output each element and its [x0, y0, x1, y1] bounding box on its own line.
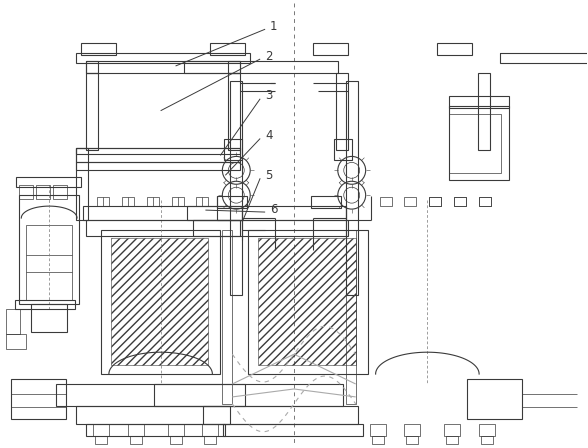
Bar [186, 206, 346, 220]
Bar [86, 61, 98, 73]
Bar [478, 73, 490, 151]
Bar [405, 424, 420, 435]
Bar [19, 195, 79, 305]
Bar [56, 384, 245, 406]
Bar [311, 196, 341, 208]
Bar [372, 435, 383, 444]
Bar [146, 197, 159, 206]
Bar [445, 424, 460, 435]
Bar [95, 435, 107, 444]
Bar [83, 206, 242, 220]
Bar [228, 61, 240, 73]
Bar [168, 424, 183, 435]
Text: 4: 4 [265, 129, 273, 142]
Bar [11, 379, 66, 419]
Bar [86, 73, 98, 151]
Bar [225, 138, 242, 160]
Bar [405, 197, 416, 206]
Bar [248, 230, 368, 374]
Bar [479, 197, 491, 206]
Bar [196, 197, 208, 206]
Bar [6, 310, 21, 334]
Bar [101, 230, 220, 374]
Bar [26, 225, 72, 300]
Text: 1: 1 [270, 20, 278, 33]
Bar [429, 197, 442, 206]
Bar [230, 81, 242, 294]
Bar [449, 106, 509, 180]
Bar [479, 197, 491, 206]
Bar [346, 230, 356, 404]
Bar [31, 305, 67, 332]
Bar [429, 197, 442, 206]
Bar [53, 185, 67, 199]
Bar [336, 73, 348, 151]
Bar [467, 379, 522, 419]
Bar [449, 114, 501, 173]
Bar [76, 148, 240, 155]
Bar [202, 424, 218, 435]
Bar [313, 43, 348, 55]
Bar [218, 196, 247, 208]
Bar [6, 334, 26, 349]
Bar [500, 53, 588, 63]
Bar [76, 148, 88, 220]
Bar [334, 138, 352, 160]
Bar [481, 435, 493, 444]
Bar [183, 61, 338, 73]
Bar [211, 43, 245, 55]
Bar [15, 300, 75, 310]
Bar [76, 148, 240, 162]
Bar [193, 220, 348, 236]
Bar [406, 435, 419, 444]
Bar [86, 61, 240, 73]
Bar [449, 96, 509, 108]
Bar [81, 43, 116, 55]
Bar [455, 197, 466, 206]
Text: 3: 3 [265, 89, 272, 102]
Bar [86, 424, 225, 435]
Bar [86, 220, 240, 236]
Bar [76, 162, 240, 170]
Bar [223, 424, 363, 435]
Bar [203, 406, 358, 424]
Bar [205, 435, 216, 444]
Bar [370, 424, 386, 435]
Text: 6: 6 [270, 202, 278, 215]
Text: 5: 5 [265, 169, 272, 182]
Bar [130, 435, 142, 444]
Bar [76, 406, 230, 424]
Bar [169, 435, 182, 444]
Bar [479, 424, 495, 435]
Bar [455, 197, 466, 206]
Bar [111, 238, 208, 365]
Bar [437, 43, 472, 55]
Bar [36, 185, 50, 199]
Bar [97, 197, 109, 206]
Bar [153, 384, 343, 406]
Bar [222, 230, 232, 404]
Bar [258, 238, 356, 365]
Bar [76, 53, 250, 63]
Bar [380, 197, 392, 206]
Bar [16, 177, 81, 187]
Bar [128, 424, 143, 435]
Bar [19, 185, 34, 199]
Bar [446, 435, 458, 444]
Bar [228, 73, 240, 151]
Bar [93, 424, 109, 435]
Text: 2: 2 [265, 50, 273, 63]
Bar [122, 197, 133, 206]
Bar [346, 81, 358, 294]
Bar [172, 197, 183, 206]
